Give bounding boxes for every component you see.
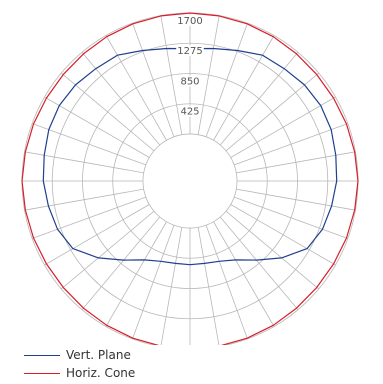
center-ring [142, 133, 238, 229]
ring-label-425: 425 [180, 107, 199, 118]
legend-label-vert-plane: Vert. Plane [66, 348, 131, 362]
legend-label-horiz-cone: Horiz. Cone [66, 366, 136, 380]
ring-label-bg [179, 105, 201, 117]
spoke-line [197, 227, 220, 345]
ring-label-bg [179, 75, 201, 87]
legend-item-vert-plane: Vert. Plane [24, 346, 135, 364]
polar-chart: 425 850 1275 1700 [21, 12, 359, 345]
legend: Vert. Plane Horiz. Cone [24, 346, 135, 382]
legend-item-horiz-cone: Horiz. Cone [24, 364, 135, 382]
ring-label-bg [176, 45, 204, 57]
ring-label-1275: 1275 [177, 46, 202, 57]
legend-swatch-horiz-cone [24, 372, 60, 374]
ring-850 [82, 73, 298, 289]
series-line-horiz-cone [21, 12, 359, 345]
ring-label-1700: 1700 [177, 16, 202, 27]
ring-1275 [51, 42, 329, 320]
ring-label-bg [176, 15, 204, 26]
ring-labels: 425 850 1275 1700 [176, 15, 204, 118]
series-layer [21, 12, 359, 345]
spoke-line [160, 227, 183, 345]
ring-425 [112, 103, 268, 259]
series-line-vert-plane [42, 47, 338, 266]
ring-label-850: 850 [180, 76, 199, 87]
polar-grid [21, 12, 359, 345]
legend-swatch-vert-plane [24, 354, 60, 356]
